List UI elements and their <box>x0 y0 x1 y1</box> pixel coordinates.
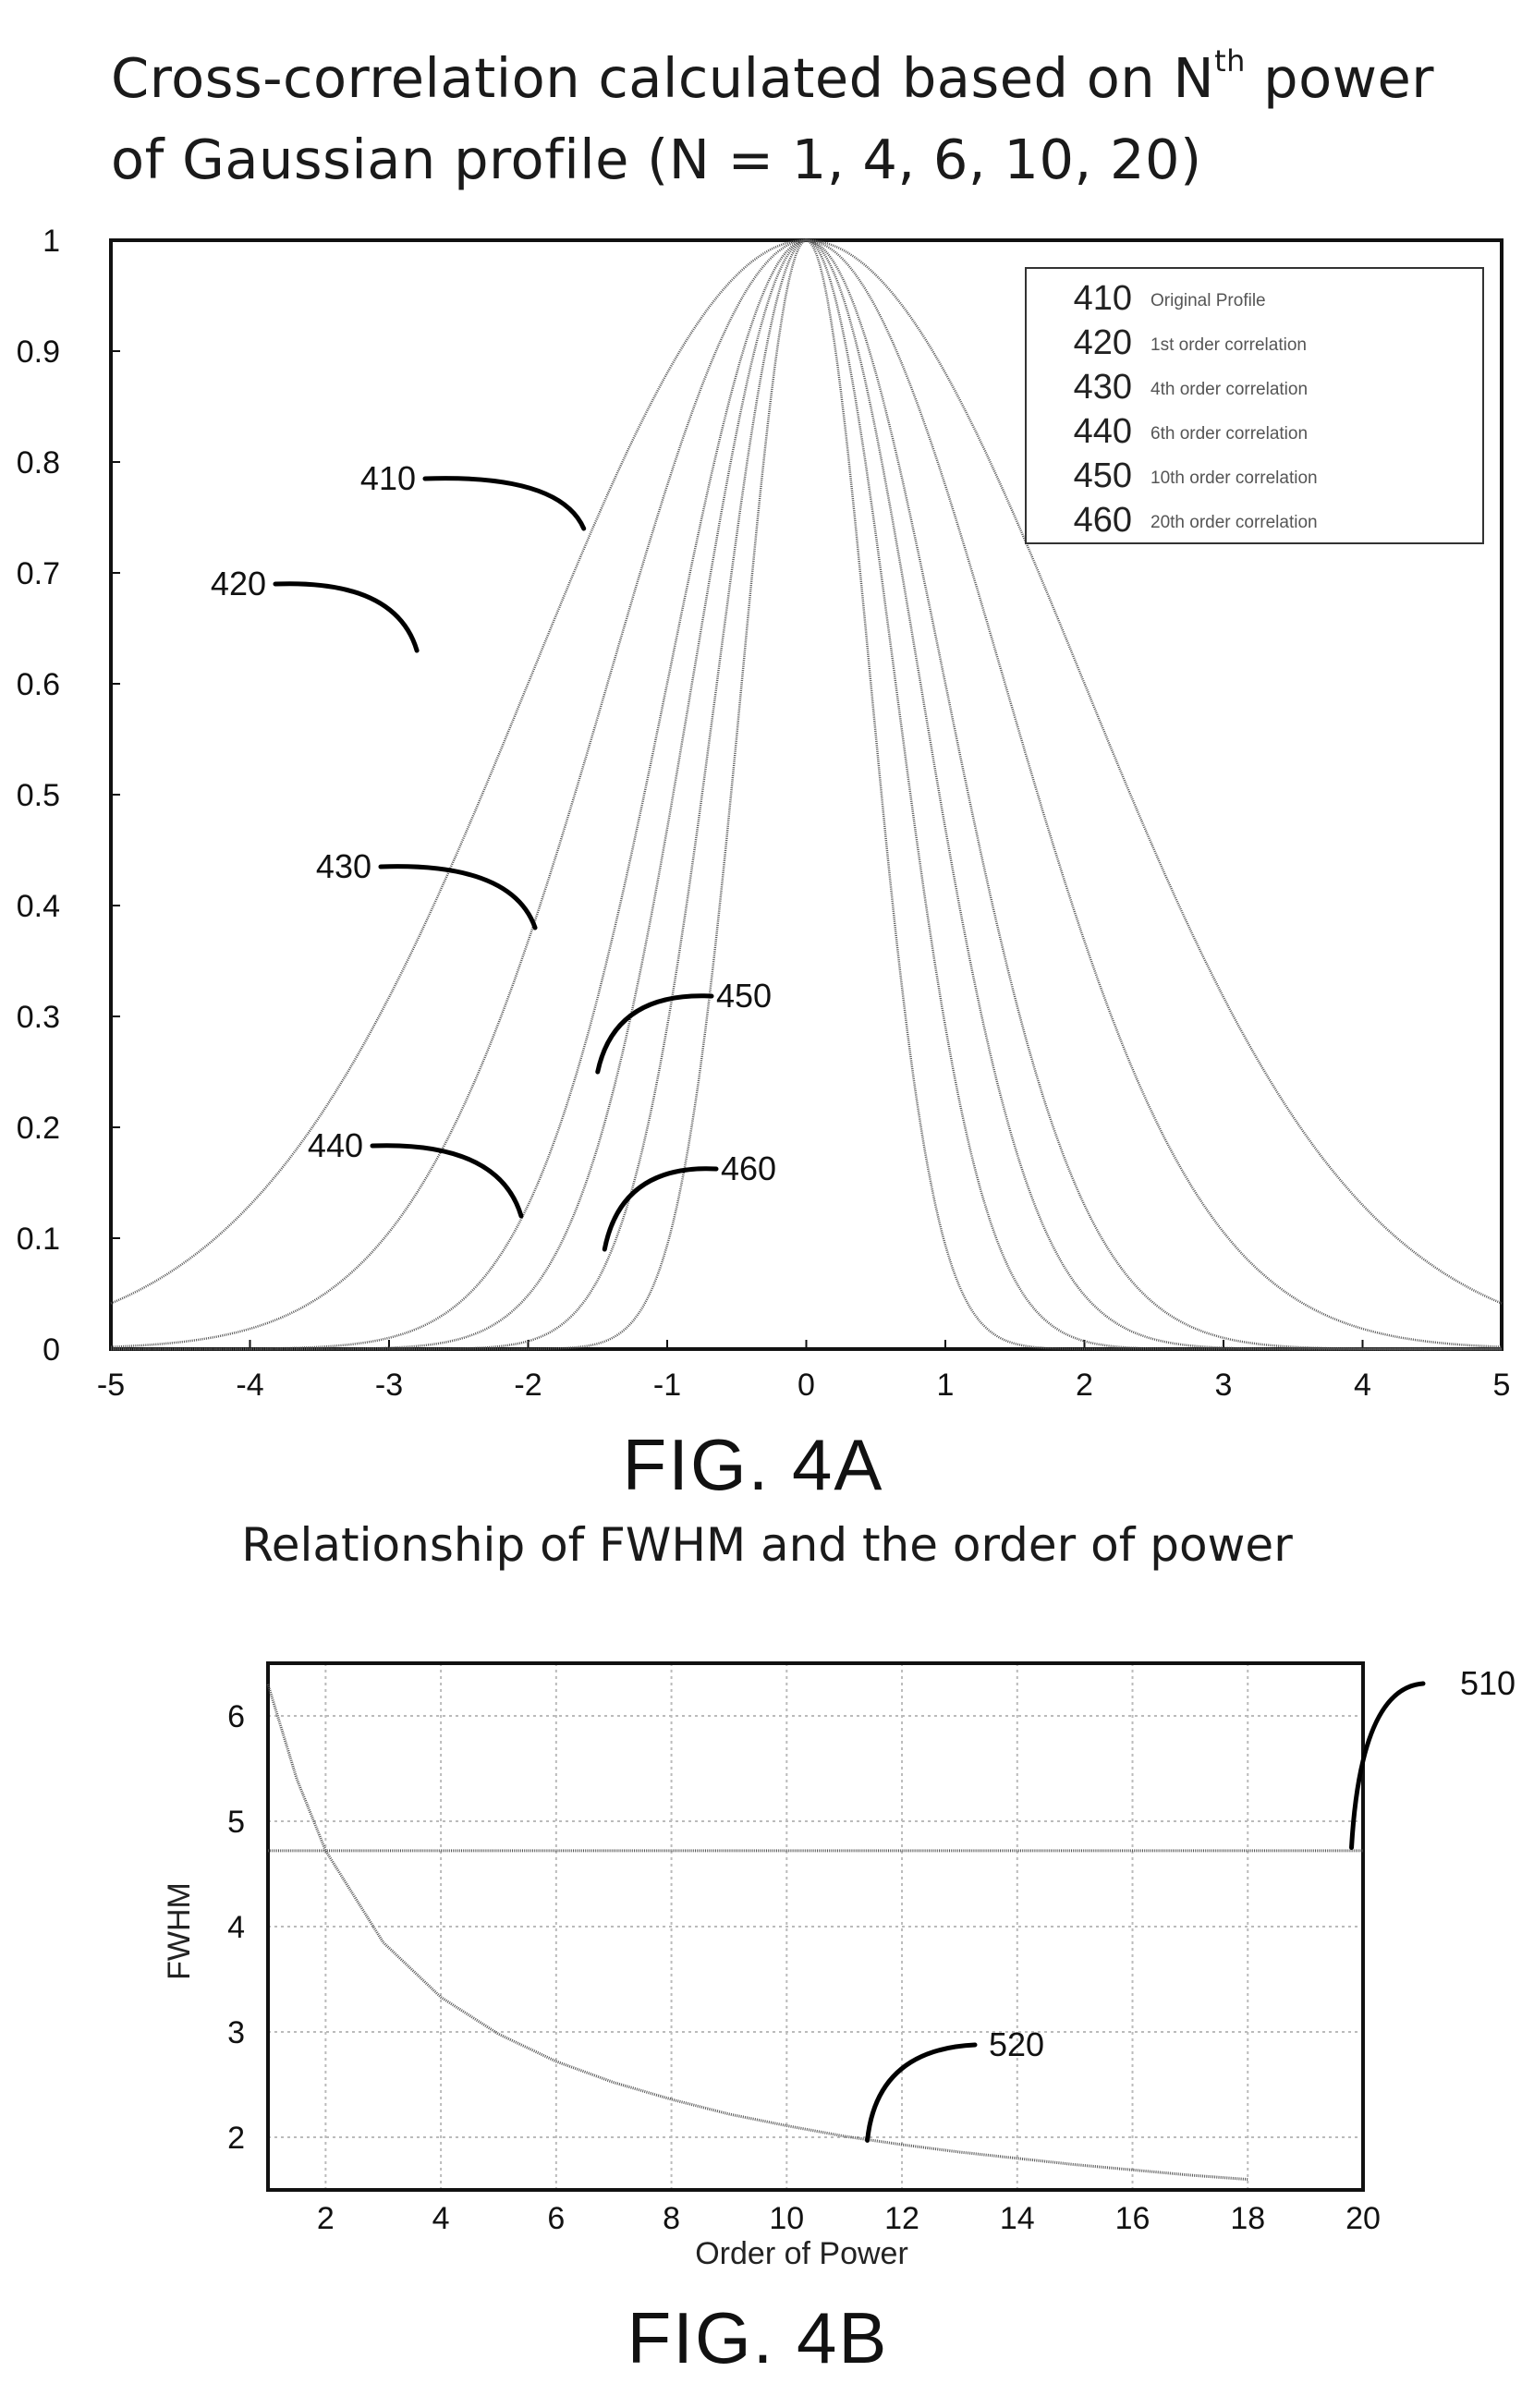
y-tick-label: 5 <box>227 1805 245 1840</box>
series-line-520 <box>266 1684 1248 2182</box>
legend-entry: 4th order correlation <box>1150 380 1308 399</box>
legend-entry: 20th order correlation <box>1150 513 1318 532</box>
y-tick-label: 0.3 <box>17 1000 60 1035</box>
x-tick-label: 6 <box>547 2201 565 2236</box>
callout-label-420: 420 <box>211 565 266 602</box>
x-tick-label: 14 <box>1000 2201 1035 2236</box>
chart-4a: -5 -4 -3 -2 -1 0 1 2 3 4 500.10.20.30.40.50.60.70.… <box>17 224 1511 1403</box>
y-tick-label: 0.4 <box>17 889 60 924</box>
x-tick-label: 16 <box>1115 2201 1150 2236</box>
legend-ref: 420 <box>1074 323 1132 362</box>
y-tick-label: 0.1 <box>17 1222 60 1257</box>
y-tick-label: 0.8 <box>17 445 60 480</box>
y-tick-label: 0.5 <box>17 778 60 813</box>
x-axis-label: Order of Power <box>695 2236 908 2271</box>
x-tick-label: 8 <box>663 2201 680 2236</box>
y-tick-label: 3 <box>227 2015 245 2050</box>
x-tick-label: 2 <box>317 2201 335 2236</box>
title-line-1: Cross-correlation calculated based on Nt… <box>111 20 1497 119</box>
title-rest: power <box>1245 46 1435 110</box>
x-tick-label: 10 <box>769 2201 804 2236</box>
callout-label-450: 450 <box>716 977 772 1015</box>
y-tick-label: 4 <box>227 1910 245 1945</box>
figure-label-4b: FIG. 4B <box>627 2297 889 2378</box>
y-tick-label: 0.9 <box>17 334 60 370</box>
x-tick-label: 2 <box>1076 1368 1093 1403</box>
legend-entry: Original Profile <box>1150 291 1266 310</box>
series-line-460 <box>111 238 1502 1351</box>
legend-entry: 6th order correlation <box>1150 424 1308 444</box>
legend-entry: 1st order correlation <box>1150 335 1307 355</box>
x-tick-label: -2 <box>514 1368 542 1403</box>
series-line-430 <box>111 238 1502 1351</box>
x-tick-label: -1 <box>653 1368 681 1403</box>
callout-leader-460 <box>602 1166 719 1252</box>
x-tick-label: 4 <box>1354 1368 1371 1403</box>
y-tick-label: 0.2 <box>17 1111 60 1146</box>
y-tick-label: 0.6 <box>17 667 60 702</box>
title-main: Cross-correlation calculated based on N <box>111 46 1215 110</box>
y-tick-label: 1 <box>43 224 60 259</box>
legend-ref: 460 <box>1074 501 1132 540</box>
callout-label-520: 520 <box>989 2025 1044 2063</box>
callout-label-440: 440 <box>308 1126 363 1164</box>
x-tick-label: 0 <box>797 1368 815 1403</box>
callout-label-460: 460 <box>721 1149 776 1187</box>
callout-leader-510 <box>1349 1681 1426 1850</box>
title-line-2: of Gaussian profile (N = 1, 4, 6, 10, 20… <box>111 128 1202 191</box>
callout-leader-440 <box>370 1143 524 1219</box>
x-tick-label: 1 <box>937 1368 955 1403</box>
legend-ref: 410 <box>1074 279 1132 318</box>
y-tick-label: 2 <box>227 2121 245 2156</box>
plot-frame <box>266 1661 1365 2192</box>
x-tick-label: 12 <box>884 2201 919 2236</box>
callout-leader-410 <box>422 476 587 531</box>
callout-label-510: 510 <box>1460 1664 1516 1702</box>
callout-leader-520 <box>865 2042 978 2143</box>
chart-title-4b: Relationship of FWHM and the order of po… <box>241 1518 1293 1572</box>
callout-leader-430 <box>378 864 538 930</box>
x-tick-label: 20 <box>1345 2201 1381 2236</box>
x-tick-label: -5 <box>97 1368 125 1403</box>
legend-entry: 10th order correlation <box>1150 468 1318 488</box>
y-axis-label: FWHM <box>162 1882 197 1980</box>
x-tick-label: 18 <box>1230 2201 1265 2236</box>
chart-4b: 2 4 6 8 10 12 14 16 18 20 2 3 4 5 6 Order of Power FWHM 5… <box>162 1661 1516 2271</box>
series-line-410 <box>110 238 1503 1305</box>
x-tick-label: 5 <box>1493 1368 1511 1403</box>
legend-ref: 440 <box>1074 412 1132 451</box>
callout-label-430: 430 <box>316 847 371 885</box>
y-tick-label: 0 <box>43 1332 60 1368</box>
x-tick-label: -4 <box>236 1368 263 1403</box>
chart-title-4a: Cross-correlation calculated based on Nt… <box>111 20 1497 201</box>
callout-label-410: 410 <box>360 459 416 497</box>
callout-leader-450 <box>595 993 714 1075</box>
legend-box <box>1025 267 1484 544</box>
x-tick-label: 3 <box>1215 1368 1233 1403</box>
legend-ref: 450 <box>1074 456 1132 495</box>
figure-label-4a: FIG. 4A <box>622 1424 884 1505</box>
legend-ref: 430 <box>1074 368 1132 407</box>
y-tick-label: 0.7 <box>17 556 60 591</box>
x-tick-label: 4 <box>432 2201 450 2236</box>
x-tick-label: -3 <box>375 1368 403 1403</box>
callout-leader-420 <box>273 581 420 653</box>
title-superscript: th <box>1214 43 1246 79</box>
y-tick-label: 6 <box>227 1699 245 1734</box>
